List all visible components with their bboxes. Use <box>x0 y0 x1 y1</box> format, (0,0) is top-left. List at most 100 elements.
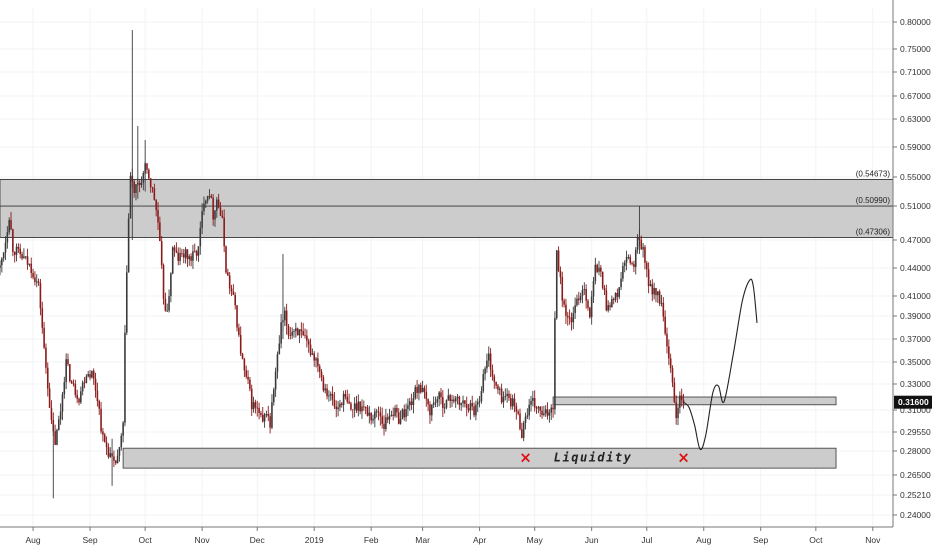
candle-body <box>46 367 49 389</box>
candle-body <box>370 412 372 421</box>
candle-body <box>306 335 308 341</box>
candle-body <box>453 399 455 402</box>
candle-body <box>454 398 457 402</box>
candle-body <box>199 227 202 247</box>
candle-body <box>598 267 600 272</box>
candle-body <box>148 169 150 179</box>
candle-body <box>140 182 143 185</box>
candle-body <box>173 247 176 251</box>
candle-body <box>146 163 148 170</box>
candle-body <box>535 407 538 409</box>
candle-body <box>383 423 385 430</box>
candle-body <box>182 253 185 258</box>
candle-body <box>83 382 86 384</box>
candle-body <box>609 305 611 308</box>
candle-body <box>12 229 14 253</box>
candle-body <box>388 416 391 420</box>
candle-body <box>116 455 119 464</box>
candle-body <box>456 396 459 399</box>
candle-body <box>227 272 229 276</box>
candle-body <box>230 288 233 292</box>
candle-body <box>311 353 314 355</box>
candle-body <box>125 272 128 333</box>
zones-layer: (0.54673) (0.50990) (0.47306) <box>0 169 894 469</box>
candle-body <box>23 256 25 259</box>
candle-body <box>236 305 238 328</box>
candle-body <box>397 412 400 424</box>
candle-body <box>559 270 562 278</box>
annotations-layer: Liquidity × × <box>519 278 758 467</box>
x-tick-label: May <box>527 535 544 545</box>
candle-body <box>142 173 145 183</box>
candle-body <box>223 217 225 247</box>
candle-body <box>103 434 106 443</box>
candle-body <box>76 394 78 399</box>
candle-body <box>293 331 295 332</box>
candle-body <box>396 407 398 413</box>
candle-body <box>495 381 497 386</box>
candle-body <box>89 374 91 378</box>
candle-body <box>510 397 512 407</box>
candle-body <box>179 253 181 261</box>
candle-body <box>486 360 488 369</box>
candle-body <box>250 388 253 410</box>
candle-body <box>1 258 3 266</box>
candle-body <box>138 183 141 185</box>
candle-body <box>478 401 481 403</box>
candle-body <box>372 418 374 421</box>
candle-body <box>449 395 451 402</box>
candle-body <box>555 250 558 319</box>
candle-body <box>175 250 178 253</box>
candle-body <box>355 403 358 411</box>
candle-body <box>427 399 429 405</box>
candle-body <box>26 256 29 265</box>
candle-body <box>475 404 477 416</box>
candle-body <box>532 398 534 401</box>
candle-body <box>651 284 654 295</box>
candle-body <box>605 290 608 311</box>
candle-body <box>219 207 222 216</box>
candle-body <box>225 246 227 273</box>
candle-body <box>544 409 547 414</box>
candle-body <box>583 289 586 291</box>
candle-body <box>517 411 519 414</box>
candle-body <box>335 406 338 410</box>
candle-body <box>419 385 422 393</box>
candle-body <box>640 239 643 250</box>
candle-body <box>634 249 637 267</box>
candle-body <box>322 377 325 391</box>
candle-body <box>515 405 518 412</box>
candle-body <box>344 393 347 397</box>
candle-body <box>252 402 255 410</box>
candle-body <box>414 387 417 399</box>
candle-body <box>171 247 174 274</box>
candle-body <box>662 302 665 317</box>
candle-body <box>13 252 16 255</box>
candle-body <box>445 399 448 408</box>
candle-body <box>15 246 18 255</box>
candle-body <box>473 406 475 416</box>
candle-body <box>407 405 409 410</box>
candle-body <box>592 281 595 297</box>
candle-body <box>431 405 433 416</box>
candle-body <box>87 374 89 377</box>
y-tick-label: 0.39000 <box>900 311 931 321</box>
candle-body <box>546 409 549 416</box>
candles-layer <box>0 30 685 499</box>
candle-body <box>476 401 479 405</box>
candle-body <box>594 264 597 282</box>
candle-body <box>361 406 363 412</box>
candle-body <box>285 310 288 326</box>
candle-body <box>72 383 75 385</box>
y-tick-label: 0.47000 <box>900 235 931 245</box>
candle-body <box>412 398 415 405</box>
x-marker: × <box>519 449 532 467</box>
candle-body <box>296 328 299 336</box>
candle-body <box>425 391 428 400</box>
candle-body <box>166 310 169 312</box>
candle-body <box>487 353 490 361</box>
candle-body <box>21 254 23 259</box>
candle-body <box>533 398 536 408</box>
